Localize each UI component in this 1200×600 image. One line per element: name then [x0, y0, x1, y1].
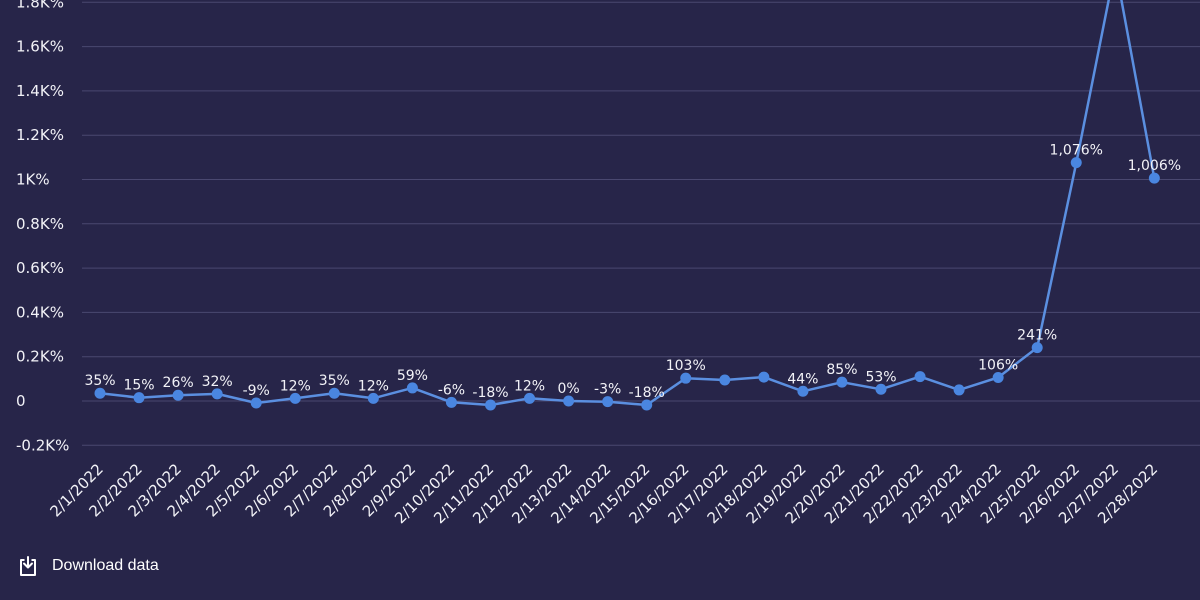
data-point — [914, 371, 926, 383]
y-tick-label: 1.8K% — [16, 0, 64, 11]
data-label: 44% — [787, 371, 818, 387]
data-label: 85% — [826, 362, 857, 378]
data-point — [485, 399, 496, 411]
data-label: 32% — [202, 374, 233, 390]
data-label: -6% — [438, 382, 465, 398]
y-axis-ticks: -0.2K% 0 0.2K% 0.4K% 0.6K% 0.8K% 1K% 1.2K% 1.4K%… — [16, 0, 69, 454]
data-label: 1,076% — [1050, 143, 1103, 159]
data-point — [953, 384, 965, 396]
download-icon — [20, 556, 36, 576]
data-label: -18% — [472, 385, 508, 401]
data-point — [602, 396, 614, 408]
data-point — [563, 395, 575, 407]
data-label: 103% — [666, 358, 706, 374]
data-point — [992, 372, 1004, 384]
data-label: 15% — [123, 378, 154, 394]
y-tick-label: -0.2K% — [16, 436, 69, 454]
data-label: 26% — [163, 375, 194, 391]
data-point — [406, 382, 418, 394]
data-point — [172, 389, 184, 401]
data-label: 106% — [978, 358, 1018, 374]
data-points — [94, 157, 1160, 411]
data-point — [94, 387, 106, 399]
data-point — [289, 392, 301, 404]
series-line — [99, 0, 1156, 407]
data-label: -18% — [629, 385, 665, 401]
y-tick-label: 0 — [16, 392, 26, 410]
data-point — [680, 372, 692, 384]
data-point — [445, 396, 457, 408]
y-tick-label: 0.6K% — [16, 259, 64, 277]
data-labels: 35% 15% 26% 32%-9% 12% 35% 12%59%-6% -18% 12% 0% -… — [84, 143, 1181, 401]
data-label: 12% — [280, 378, 311, 394]
data-point — [524, 392, 536, 404]
y-tick-label: 0.4K% — [16, 303, 64, 321]
data-point — [641, 399, 653, 411]
data-point — [1070, 157, 1082, 169]
x-axis-ticks: 2/1/20222/2/20222/3/20222/4/20222/5/2022… — [46, 460, 1161, 527]
y-tick-label: 1.4K% — [16, 82, 64, 100]
data-label: 0% — [557, 381, 579, 397]
data-label: 35% — [84, 373, 115, 389]
data-point — [1148, 172, 1160, 184]
y-tick-label: 1.2K% — [16, 126, 64, 144]
y-tick-label: 1.6K% — [16, 38, 64, 56]
data-label: 59% — [397, 368, 428, 384]
data-point — [211, 388, 223, 400]
data-label: 53% — [865, 369, 896, 385]
data-label: 35% — [319, 373, 350, 389]
data-point — [836, 376, 848, 388]
data-point — [719, 374, 731, 386]
grid-lines — [82, 1, 1200, 446]
data-label: 12% — [358, 378, 389, 394]
data-point — [328, 387, 340, 399]
data-point — [797, 385, 809, 397]
data-label: 1,006% — [1128, 158, 1181, 174]
y-tick-label: 0.8K% — [16, 215, 64, 233]
y-tick-label: 1K% — [16, 171, 50, 189]
data-series — [99, 0, 1156, 407]
data-label: 12% — [514, 378, 545, 394]
data-label: -3% — [594, 382, 621, 398]
download-data-label: Download data — [52, 557, 159, 574]
line-chart: -0.2K% 0 0.2K% 0.4K% 0.6K% 0.8K% 1K% 1.2K% 1.4K%… — [16, 0, 1200, 527]
data-point — [367, 392, 379, 404]
y-tick-label: 0.2K% — [16, 348, 64, 366]
data-point — [250, 397, 262, 409]
data-label: -9% — [243, 383, 270, 399]
download-data-button[interactable]: Download data — [18, 555, 159, 577]
data-point — [1031, 342, 1043, 354]
data-point — [758, 371, 770, 383]
data-label: 241% — [1017, 328, 1057, 344]
data-point — [133, 392, 145, 404]
data-point — [875, 383, 887, 395]
